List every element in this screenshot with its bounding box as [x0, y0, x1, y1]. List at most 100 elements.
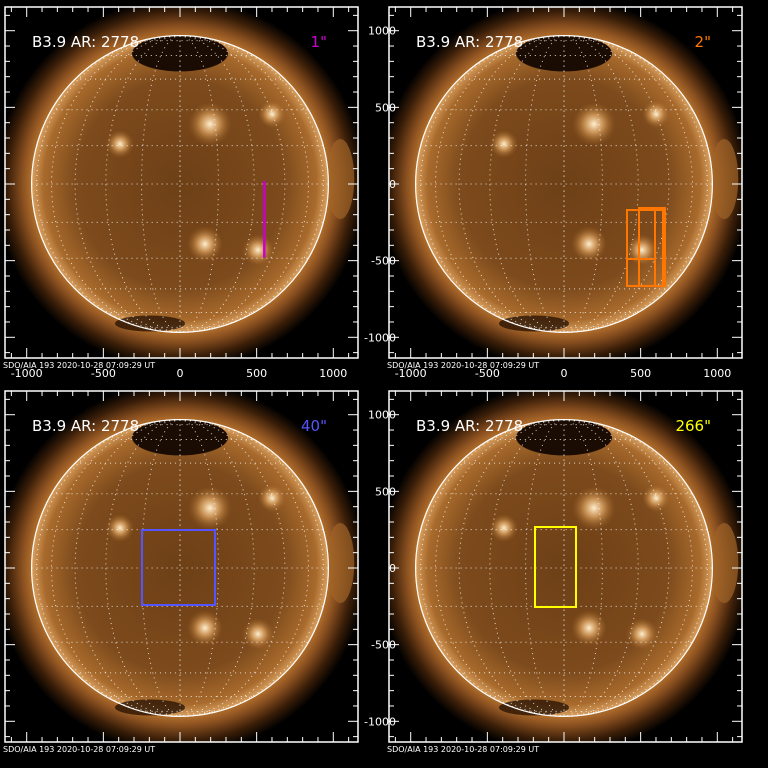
longitude-line: [141, 35, 181, 333]
sun-image: [5, 7, 358, 358]
longitude-line: [489, 419, 565, 717]
limb-circle: [415, 419, 713, 717]
coronal-hole: [132, 35, 228, 72]
instrument-footer: SDO/AIA 193 2020-10-28 07:09:29 UT: [387, 745, 539, 754]
x-tick-label: 0: [561, 367, 568, 380]
x-tick-label: -500: [475, 367, 500, 380]
limb-feature: [710, 523, 739, 603]
longitude-line: [458, 35, 565, 333]
x-tick-label: 500: [246, 367, 267, 380]
raster-box: [654, 207, 666, 287]
sun-image: [5, 391, 358, 742]
panel-title: B3.9 AR: 2778: [32, 33, 139, 51]
longitude-line: [525, 35, 565, 333]
longitude-line: [563, 419, 603, 717]
y-tick-label: 1000: [368, 25, 396, 38]
active-region: [490, 130, 518, 158]
panel-1: B3.9 AR: 2778 1" SDO/AIA 193 2020-10-28 07…: [3, 6, 359, 380]
y-tick-label: -500: [371, 255, 396, 268]
plot-frame: [388, 6, 743, 359]
active-region: [242, 618, 274, 650]
cadence-label: 2": [695, 33, 711, 51]
longitude-line: [563, 35, 670, 333]
active-region: [258, 484, 286, 512]
y-tick-label: -1000: [364, 715, 396, 728]
limb-feature: [326, 139, 355, 219]
longitude-line: [105, 35, 181, 333]
panel-3: B3.9 AR: 2778 40" SDO/AIA 193 2020-10-28 0…: [3, 390, 359, 754]
longitude-line: [74, 35, 181, 333]
longitude-line: [179, 35, 286, 333]
active-region: [106, 514, 134, 542]
panel-4: B3.9 AR: 2778 266" SDO/AIA 193 2020-10-28 …: [364, 390, 743, 754]
active-region: [187, 610, 223, 646]
cadence-label: 1": [311, 33, 327, 51]
y-tick-label: 0: [389, 562, 396, 575]
x-tick-label: -1000: [395, 367, 427, 380]
cadence-label: 266": [675, 417, 711, 435]
limb-feature: [326, 523, 355, 603]
solar-disk: [31, 35, 329, 333]
plot-frame: [4, 6, 359, 359]
x-tick-label: 1000: [319, 367, 347, 380]
coronal-hole: [132, 419, 228, 456]
y-tick-label: 500: [375, 101, 396, 114]
panel-2: B3.9 AR: 2778 2" SDO/AIA 193 2020-10-28 07…: [364, 6, 743, 380]
active-region: [572, 102, 616, 146]
longitude-line: [179, 419, 255, 717]
panel-title: B3.9 AR: 2778: [416, 417, 523, 435]
panel-title: B3.9 AR: 2778: [416, 33, 523, 51]
longitude-line: [563, 419, 670, 717]
x-tick-label: -500: [91, 367, 116, 380]
y-tick-label: 500: [375, 485, 396, 498]
sun-image: [389, 7, 742, 358]
active-region: [626, 618, 658, 650]
longitude-line: [179, 419, 286, 717]
longitude-line: [141, 419, 181, 717]
active-region: [188, 486, 232, 530]
plot-frame: [4, 390, 359, 743]
longitude-line: [105, 419, 181, 717]
y-tick-label: -1000: [364, 331, 396, 344]
limb-feature: [710, 139, 739, 219]
cadence-label: 40": [301, 417, 327, 435]
active-region: [642, 100, 670, 128]
longitude-line: [458, 419, 565, 717]
active-region: [242, 234, 274, 266]
limb-circle: [31, 419, 329, 717]
longitude-line: [563, 35, 603, 333]
coronal-hole: [516, 35, 612, 72]
longitude-line: [525, 419, 565, 717]
x-tick-label: -1000: [11, 367, 43, 380]
longitude-line: [74, 419, 181, 717]
solar-disk: [415, 419, 713, 717]
x-tick-label: 1000: [703, 367, 731, 380]
active-region: [490, 514, 518, 542]
raster-box: [638, 207, 664, 287]
x-tick-label: 500: [630, 367, 651, 380]
active-region: [571, 226, 607, 262]
longitude-line: [179, 35, 219, 333]
active-region: [642, 484, 670, 512]
panel-title: B3.9 AR: 2778: [32, 417, 139, 435]
y-tick-label: 0: [389, 178, 396, 191]
sun-image: [389, 391, 742, 742]
solar-disk: [415, 35, 713, 333]
solar-disk: [31, 419, 329, 717]
x-tick-label: 0: [177, 367, 184, 380]
longitude-line: [563, 35, 639, 333]
limb-circle: [415, 35, 713, 333]
y-tick-label: -500: [371, 639, 396, 652]
longitude-line: [489, 35, 565, 333]
active-region: [188, 102, 232, 146]
active-region: [187, 226, 223, 262]
fov-box: [141, 529, 216, 606]
active-region: [106, 130, 134, 158]
coronal-hole: [516, 419, 612, 456]
fov-box: [534, 526, 577, 608]
instrument-footer: SDO/AIA 193 2020-10-28 07:09:29 UT: [3, 361, 155, 370]
active-region: [258, 100, 286, 128]
active-region: [572, 486, 616, 530]
longitude-line: [179, 419, 219, 717]
